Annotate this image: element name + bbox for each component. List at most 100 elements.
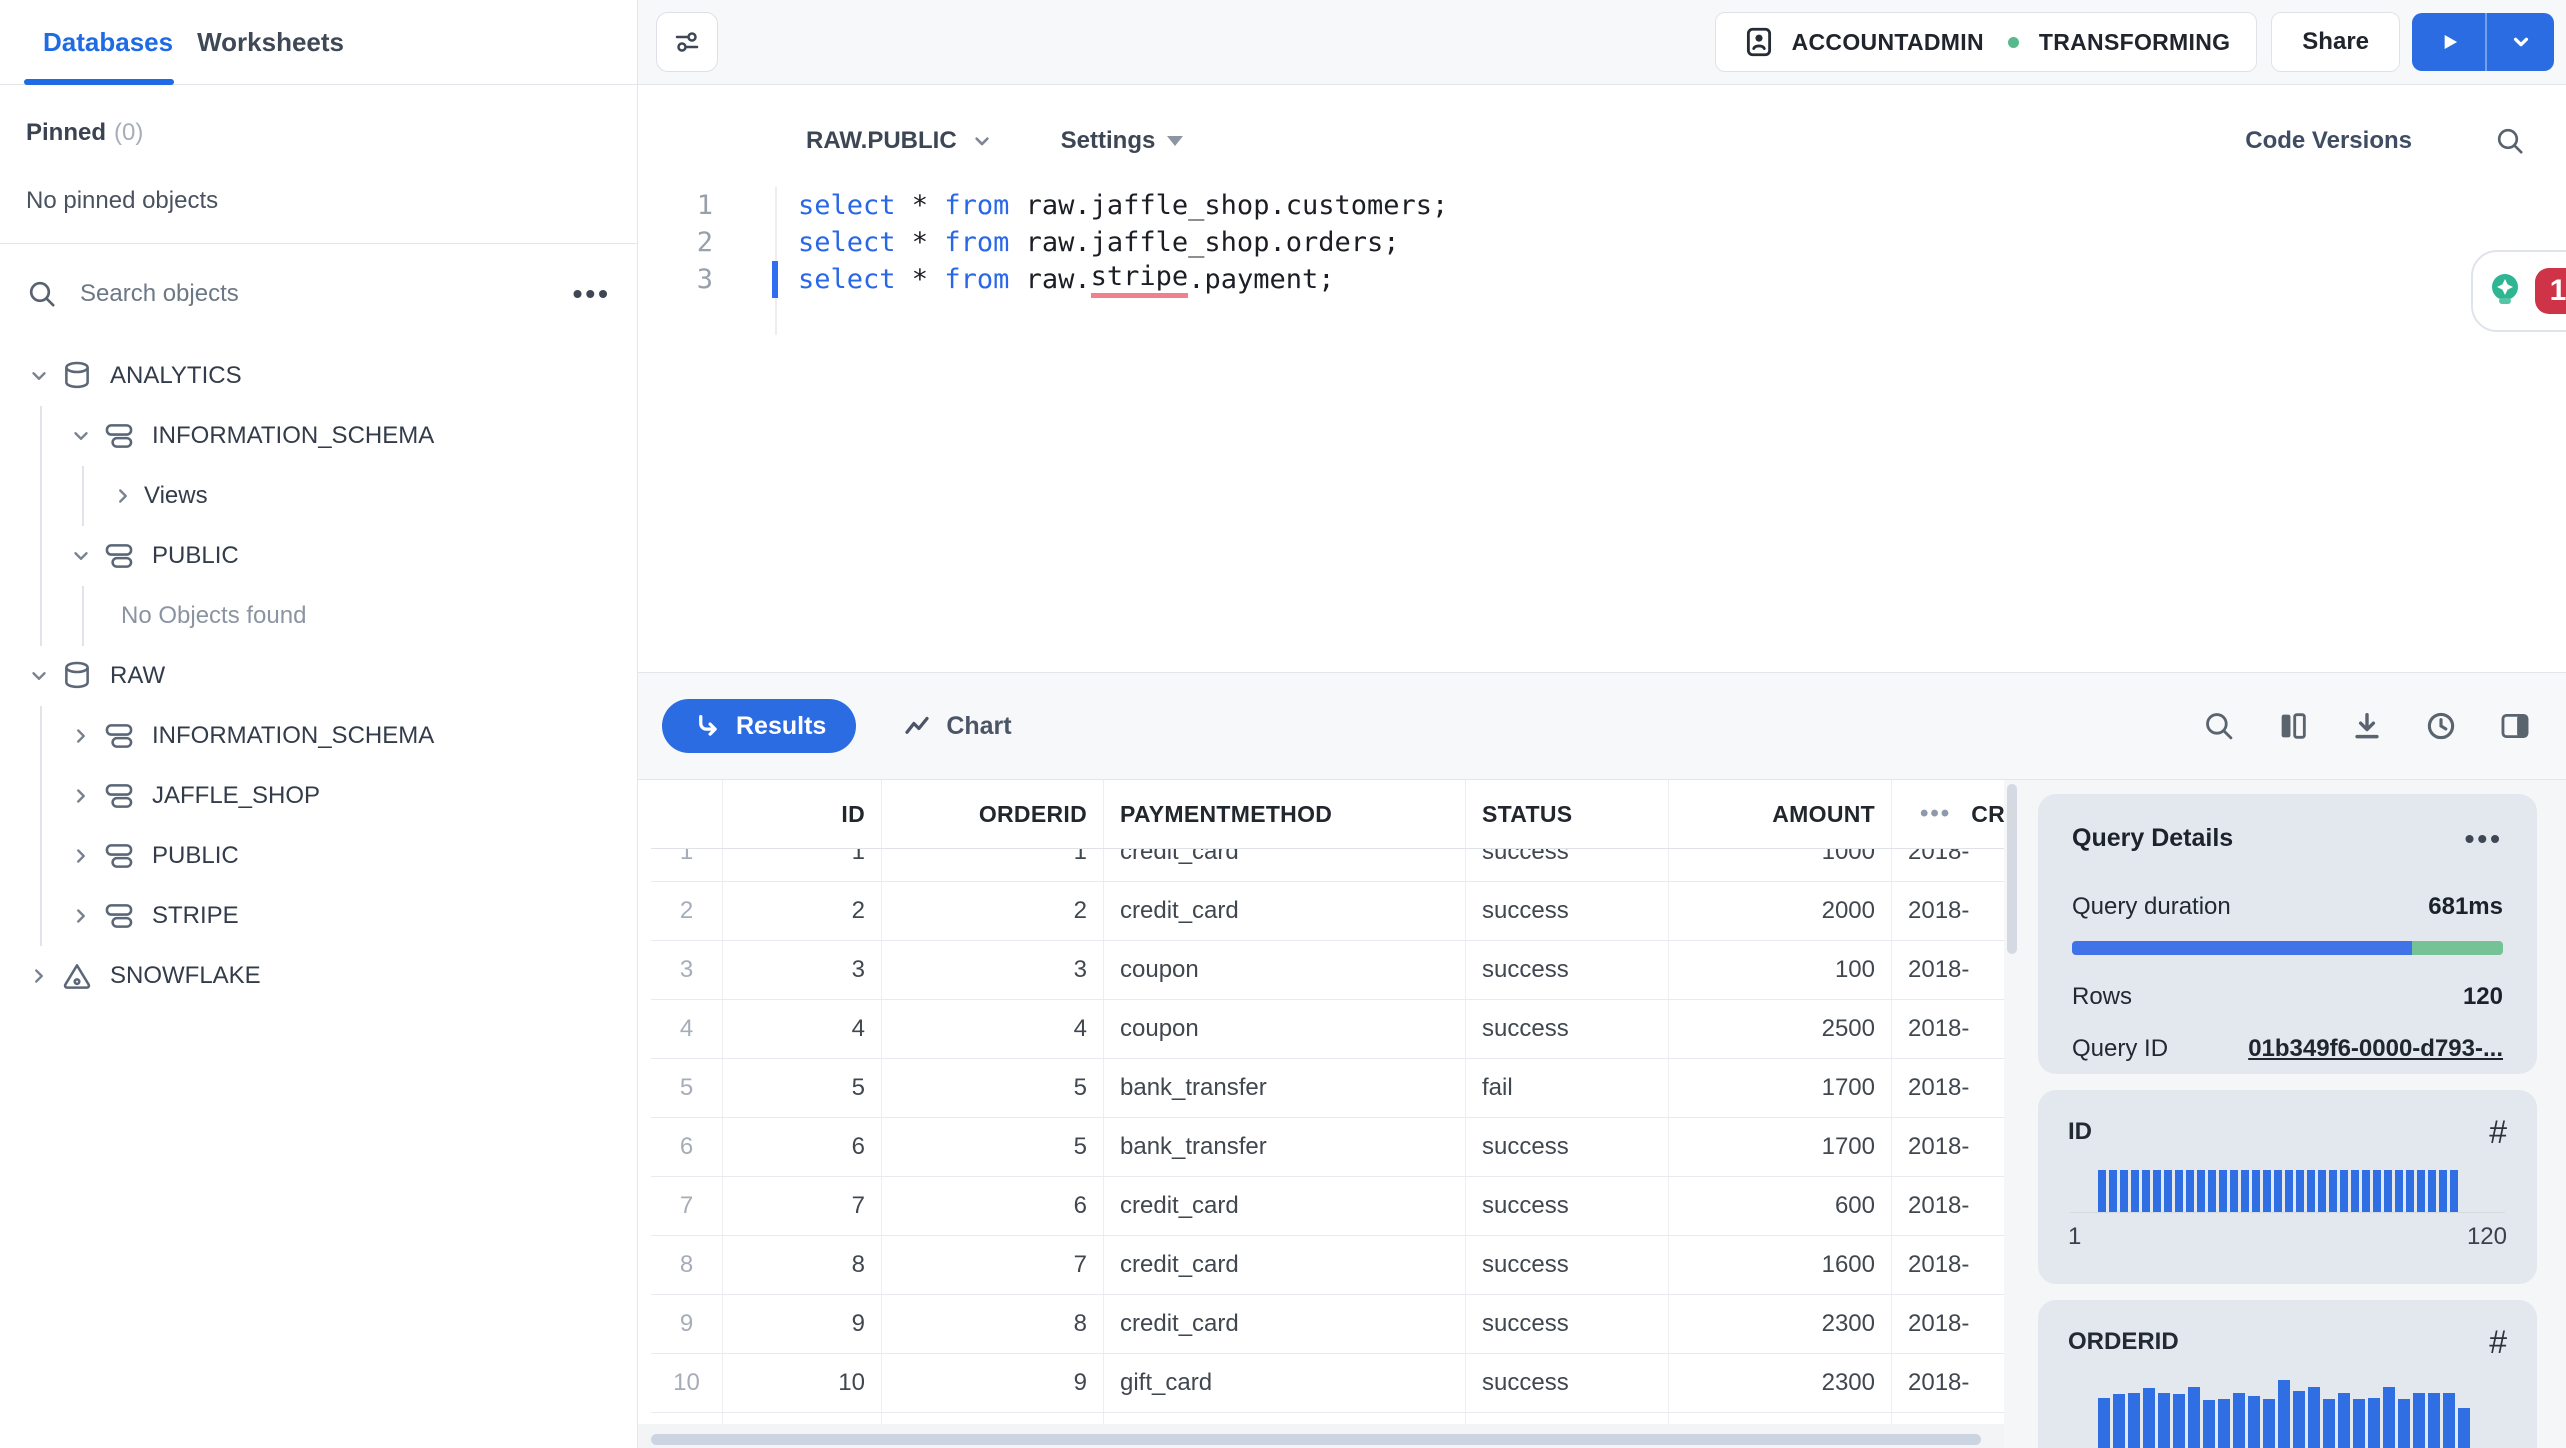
histogram-bar [2142, 1170, 2150, 1212]
code-line-2[interactable]: 2 select * from raw.jaffle_shop.orders; [638, 224, 2566, 261]
histogram-bar [2109, 1170, 2117, 1212]
query-details-menu-icon[interactable]: ••• [2464, 822, 2503, 854]
column-header-id[interactable]: ID [723, 780, 882, 848]
tree-item-information-schema[interactable]: INFORMATION_SCHEMA [42, 706, 637, 766]
chevron-down-icon[interactable] [28, 365, 50, 387]
sliders-icon [672, 27, 702, 57]
chevron-right-icon[interactable] [70, 725, 92, 747]
table-row[interactable]: 7 7 6 credit_card success 600 2018- [651, 1177, 2004, 1236]
column-menu-icon[interactable]: ••• [1920, 800, 1952, 827]
chevron-right-icon[interactable] [112, 485, 134, 507]
table-cell: 2300 [1669, 1295, 1892, 1353]
column-header-created[interactable]: •••CREATED [1892, 780, 2004, 848]
column-header-status[interactable]: STATUS [1466, 780, 1669, 848]
chevron-right-icon[interactable] [28, 965, 50, 987]
histogram-bar [2340, 1170, 2348, 1212]
run-options-button[interactable] [2487, 13, 2554, 71]
vertical-scrollbar-thumb[interactable] [2007, 784, 2017, 954]
code-line-3[interactable]: 3 select * from raw. stripe .payment; [638, 261, 2566, 298]
worksheet-options-button[interactable] [656, 12, 718, 72]
copilot-hint-pill[interactable]: 1 [2471, 250, 2566, 332]
tree-item-stripe[interactable]: STRIPE [42, 886, 637, 946]
database-context-selector[interactable]: RAW.PUBLIC [806, 127, 995, 155]
tree-item-jaffle-shop[interactable]: JAFFLE_SHOP [42, 766, 637, 826]
table-row[interactable]: 5 5 5 bank_transfer fail 1700 2018- [651, 1059, 2004, 1118]
query-details-card: Query Details ••• Query duration 681ms R… [2038, 794, 2537, 1074]
code-text: select * from raw.jaffle_shop.customers; [775, 187, 1448, 224]
tab-chart[interactable]: Chart [902, 711, 1012, 741]
table-row[interactable]: 4 4 4 coupon success 2500 2018- [651, 1000, 2004, 1059]
query-id-link[interactable]: 01b349f6-0000-d793-... [2248, 1035, 2503, 1062]
chevron-down-icon[interactable] [28, 665, 50, 687]
tree-label: SNOWFLAKE [110, 962, 261, 989]
numeric-column-icon[interactable]: # [2489, 1114, 2507, 1150]
schema-icon [102, 539, 136, 573]
histogram-bar [2143, 1388, 2155, 1448]
tree-item-views[interactable]: Views [84, 466, 637, 526]
column-header-orderid[interactable]: ORDERID [882, 780, 1104, 848]
sidebar-more-icon[interactable]: ••• [572, 278, 611, 309]
sql-editor[interactable]: RAW.PUBLIC Settings Code Versions 1 selec… [638, 85, 2566, 672]
tree-label: JAFFLE_SHOP [152, 782, 321, 809]
table-row[interactable]: 3 3 3 coupon success 100 2018- [651, 941, 2004, 1000]
tree-item-public[interactable]: PUBLIC [42, 826, 637, 886]
code-line-empty[interactable] [638, 298, 2566, 335]
query-details-panel: Query Details ••• Query duration 681ms R… [2020, 780, 2566, 1448]
settings-dropdown[interactable]: Settings [1061, 127, 1184, 155]
row-number-cell: 10 [651, 1354, 723, 1412]
tab-results[interactable]: Results [662, 699, 857, 753]
editor-search-icon[interactable] [2494, 125, 2526, 157]
run-button[interactable] [2412, 13, 2487, 71]
histogram-bar [2384, 1170, 2392, 1212]
session-context-button[interactable]: ACCOUNTADMIN TRANSFORMING [1714, 12, 2258, 72]
chevron-right-icon[interactable] [70, 845, 92, 867]
tree-item-analytics[interactable]: ANALYTICS [0, 346, 637, 406]
results-search-icon[interactable] [2202, 709, 2236, 743]
download-icon[interactable] [2350, 709, 2384, 743]
histogram-bar [2186, 1170, 2194, 1212]
code-area[interactable]: 1 select * from raw.jaffle_shop.customers… [638, 187, 2566, 335]
search-input[interactable] [78, 279, 553, 309]
chevron-down-icon[interactable] [70, 545, 92, 567]
chevron-right-icon[interactable] [70, 785, 92, 807]
row-number-cell: 8 [651, 1236, 723, 1294]
pinned-empty-text: No pinned objects [26, 187, 219, 214]
histogram-bar [2439, 1170, 2447, 1212]
column-header-amount[interactable]: AMOUNT [1669, 780, 1892, 848]
tree-label: INFORMATION_SCHEMA [152, 422, 435, 449]
history-clock-icon[interactable] [2424, 709, 2458, 743]
chevron-down-icon[interactable] [70, 425, 92, 447]
table-row[interactable]: 10 10 9 gift_card success 2300 2018- [651, 1354, 2004, 1413]
play-icon [2436, 29, 2462, 55]
table-row[interactable]: 9 9 8 credit_card success 2300 2018- [651, 1295, 2004, 1354]
column-header-rownum [651, 780, 723, 848]
column-header-paymentmethod[interactable]: PAYMENTMETHOD [1104, 780, 1466, 848]
tree-item-public[interactable]: PUBLIC [42, 526, 637, 586]
horizontal-scrollbar-thumb[interactable] [651, 1434, 1981, 1445]
columns-icon[interactable] [2276, 709, 2310, 743]
id-min-label: 1 [2068, 1223, 2082, 1250]
table-cell: success [1466, 1118, 1669, 1176]
code-versions-button[interactable]: Code Versions [2245, 127, 2412, 154]
code-line-1[interactable]: 1 select * from raw.jaffle_shop.customers… [638, 187, 2566, 224]
split-panel-icon[interactable] [2498, 709, 2532, 743]
duration-progress-bar [2072, 941, 2503, 955]
share-button[interactable]: Share [2271, 12, 2400, 72]
histogram-bar [2188, 1387, 2200, 1448]
table-row[interactable]: 6 6 5 bank_transfer success 1700 2018- [651, 1118, 2004, 1177]
table-row[interactable]: 2 2 2 credit_card success 2000 2018- [651, 882, 2004, 941]
table-cell: 100 [1669, 941, 1892, 999]
histogram-bar [2128, 1393, 2140, 1448]
tab-databases[interactable]: Databases [43, 26, 174, 57]
table-cell: 2018- [1892, 882, 2004, 940]
numeric-column-icon[interactable]: # [2489, 1324, 2507, 1360]
tree-item-snowflake[interactable]: SNOWFLAKE [0, 946, 637, 1006]
query-id-label: Query ID [2072, 1035, 2169, 1062]
tree-item-information-schema[interactable]: INFORMATION_SCHEMA [42, 406, 637, 466]
table-cell: fail [1466, 1059, 1669, 1117]
tree-item-raw[interactable]: RAW [0, 646, 637, 706]
histogram-bar [2428, 1170, 2436, 1212]
chevron-right-icon[interactable] [70, 905, 92, 927]
table-row[interactable]: 8 8 7 credit_card success 1600 2018- [651, 1236, 2004, 1295]
tab-worksheets[interactable]: Worksheets [197, 26, 344, 57]
